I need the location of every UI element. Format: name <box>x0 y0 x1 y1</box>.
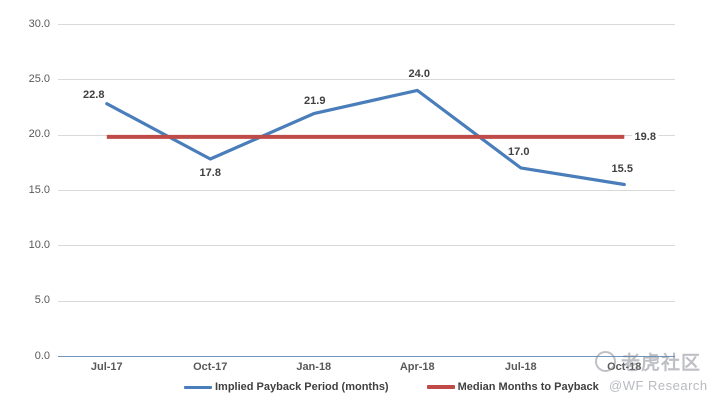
legend-line-sample-blue-icon <box>184 385 212 389</box>
x-tick-label: Oct-17 <box>193 361 228 373</box>
implied-payback-line <box>105 88 626 187</box>
legend-line-sample-red-icon <box>426 385 455 389</box>
y-tick-label: 10.0 <box>28 238 50 251</box>
legend-item-median-months: Median Months to Payback <box>426 381 599 393</box>
legend-label-median-months: Median Months to Payback <box>457 381 599 393</box>
x-tick-label: Apr-18 <box>399 361 435 373</box>
y-tick-label: 0.0 <box>34 349 50 362</box>
data-point-label: 24.0 <box>408 68 430 81</box>
x-tick-label: Jan-18 <box>296 361 332 373</box>
data-point-label: 22.8 <box>83 88 105 101</box>
data-point-label: 21.9 <box>304 94 326 107</box>
data-point-label: 17.0 <box>508 145 530 158</box>
x-tick-label: Oct-18 <box>607 361 642 373</box>
legend-label-implied-payback: Implied Payback Period (months) <box>215 381 389 393</box>
y-tick-label: 15.0 <box>28 183 50 196</box>
legend-item-implied-payback: Implied Payback Period (months) <box>184 381 389 393</box>
legend: Implied Payback Period (months) Median M… <box>184 379 599 395</box>
y-tick-label: 5.0 <box>34 294 50 307</box>
y-tick-label: 20.0 <box>28 128 50 141</box>
data-point-label: 15.5 <box>611 163 633 176</box>
x-tick-label: Jul-18 <box>504 361 537 373</box>
median-value-label: 19.8 <box>632 130 658 143</box>
y-tick-label: 25.0 <box>28 72 50 85</box>
x-tick-label: Jul-17 <box>90 361 123 373</box>
data-point-label: 17.8 <box>199 167 221 179</box>
y-tick-label: 30.0 <box>28 17 50 30</box>
